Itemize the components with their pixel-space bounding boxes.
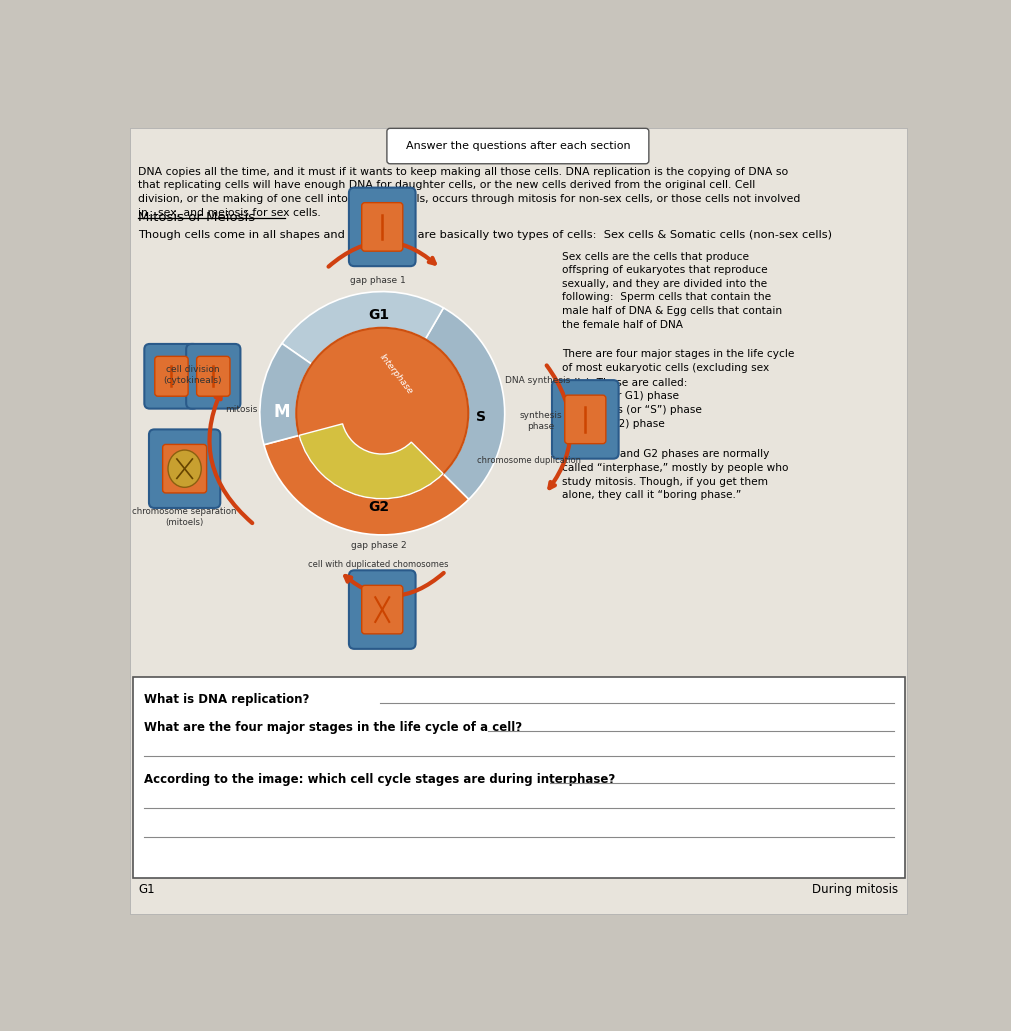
Text: cell division
(cytokineals): cell division (cytokineals) — [163, 365, 221, 385]
Text: Interphase: Interphase — [377, 353, 415, 397]
Text: gap phase 1: gap phase 1 — [350, 276, 405, 286]
Text: Mitosis or Meiosis: Mitosis or Meiosis — [137, 210, 255, 224]
Text: The G1, S, and G2 phases are normally
called “interphase,” mostly by people who
: The G1, S, and G2 phases are normally ca… — [561, 450, 788, 500]
FancyBboxPatch shape — [155, 357, 188, 396]
FancyBboxPatch shape — [163, 444, 206, 493]
FancyBboxPatch shape — [186, 344, 241, 408]
Text: M: M — [273, 403, 289, 421]
Text: mitosis: mitosis — [224, 405, 257, 413]
Text: S: S — [476, 410, 486, 424]
Text: There are four major stages in the life cycle
of most eukaryotic cells (excludin: There are four major stages in the life … — [561, 350, 794, 443]
FancyBboxPatch shape — [349, 570, 416, 648]
FancyBboxPatch shape — [132, 677, 904, 877]
FancyBboxPatch shape — [386, 128, 648, 164]
FancyBboxPatch shape — [196, 357, 229, 396]
Wedge shape — [282, 292, 443, 364]
FancyBboxPatch shape — [149, 429, 220, 508]
Text: According to the image: which cell cycle stages are during interphase?: According to the image: which cell cycle… — [144, 773, 615, 786]
Wedge shape — [299, 424, 443, 499]
Text: G2: G2 — [367, 500, 388, 514]
FancyBboxPatch shape — [361, 203, 402, 252]
Text: cell with duplicated chomosomes: cell with duplicated chomosomes — [307, 560, 448, 569]
Text: G1: G1 — [137, 883, 155, 896]
Text: Answer the questions after each section: Answer the questions after each section — [405, 141, 630, 152]
Text: Though cells come in all shapes and sizes, there are basically two types of cell: Though cells come in all shapes and size… — [137, 230, 831, 240]
Wedge shape — [260, 343, 311, 444]
FancyBboxPatch shape — [551, 380, 618, 459]
Circle shape — [296, 328, 468, 499]
Wedge shape — [425, 308, 504, 499]
FancyBboxPatch shape — [361, 586, 402, 634]
Wedge shape — [264, 435, 468, 535]
Text: chromosome duplication: chromosome duplication — [477, 457, 581, 465]
FancyBboxPatch shape — [130, 128, 906, 913]
Text: What are the four major stages in the life cycle of a cell?: What are the four major stages in the li… — [144, 722, 521, 734]
FancyBboxPatch shape — [349, 188, 416, 266]
FancyBboxPatch shape — [564, 395, 606, 443]
FancyBboxPatch shape — [145, 344, 198, 408]
Text: chromosome separation
(mitoels): chromosome separation (mitoels) — [132, 507, 237, 527]
Text: gap phase 2: gap phase 2 — [350, 541, 405, 551]
Ellipse shape — [168, 451, 201, 488]
Text: DNA synthesis: DNA synthesis — [504, 376, 569, 386]
Text: DNA copies all the time, and it must if it wants to keep making all those cells.: DNA copies all the time, and it must if … — [137, 167, 800, 218]
Text: G1: G1 — [367, 307, 388, 322]
Text: synthesis
phase: synthesis phase — [520, 411, 562, 431]
Text: During mitosis: During mitosis — [811, 883, 897, 896]
Text: What is DNA replication?: What is DNA replication? — [144, 693, 308, 706]
Text: Sex cells are the cells that produce
offspring of eukaryotes that reproduce
sexu: Sex cells are the cells that produce off… — [561, 252, 782, 330]
